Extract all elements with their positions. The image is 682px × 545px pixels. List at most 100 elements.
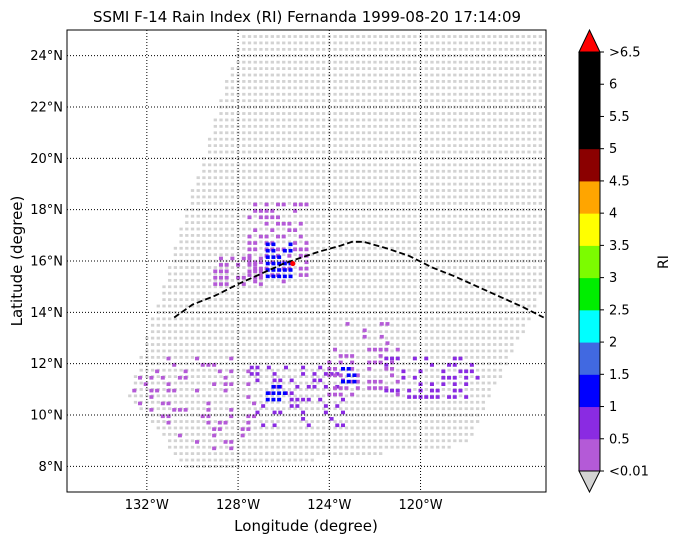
swath-pixel [310, 80, 314, 83]
rain-pixel [327, 360, 332, 365]
swath-pixel [390, 208, 394, 212]
swath-pixel [168, 304, 172, 308]
swath-pixel [247, 73, 252, 77]
swath-pixel [447, 349, 451, 353]
swath-pixel [196, 246, 200, 250]
swath-pixel [527, 73, 531, 77]
rain-pixel [447, 375, 452, 380]
swath-pixel [207, 227, 212, 231]
rain-pixel [281, 202, 286, 207]
swath-pixel [424, 169, 428, 173]
swath-pixel [310, 105, 314, 109]
rain-pixel [149, 388, 154, 393]
swath-pixel [373, 150, 377, 154]
rain-pixel [275, 215, 280, 220]
swath-pixel [310, 452, 314, 455]
rain-pixel [340, 397, 345, 402]
swath-pixel [139, 407, 143, 411]
swath-pixel [521, 317, 525, 321]
swath-pixel [487, 169, 491, 173]
swath-pixel [350, 144, 354, 147]
rain-cluster-center-blue-spot [265, 384, 287, 402]
swath-pixel [373, 336, 377, 340]
swath-pixel [287, 426, 292, 430]
swath-pixel [350, 169, 354, 173]
swath-pixel [179, 227, 183, 231]
swath-pixel [458, 124, 463, 128]
swath-pixel [304, 214, 309, 218]
swath-pixel [498, 368, 503, 372]
swath-pixel [339, 439, 343, 443]
swath-pixel [299, 99, 303, 103]
swath-pixel [316, 240, 320, 244]
swath-pixel [470, 240, 474, 244]
swath-pixel [504, 176, 508, 180]
swath-pixel [481, 105, 485, 109]
swath-pixel [350, 92, 354, 96]
swath-pixel [441, 311, 446, 314]
swath-pixel [396, 298, 400, 301]
swath-pixel [361, 195, 366, 199]
swath-pixel [276, 362, 280, 366]
swath-pixel [316, 105, 320, 109]
swath-pixel [413, 304, 417, 308]
swath-pixel [293, 458, 297, 462]
swath-pixel [430, 323, 434, 327]
colorbar-segment [579, 277, 600, 311]
swath-pixel [481, 124, 485, 128]
swath-pixel [190, 458, 195, 462]
swath-pixel [270, 195, 274, 199]
swath-pixel [453, 131, 457, 135]
swath-pixel [447, 388, 451, 391]
swath-pixel [270, 388, 274, 391]
swath-pixel [441, 388, 446, 391]
swath-pixel [418, 157, 423, 160]
swath-pixel [413, 234, 417, 237]
swath-pixel [475, 381, 480, 385]
swath-pixel [373, 445, 377, 449]
swath-pixel [401, 420, 406, 423]
swath-pixel [316, 413, 320, 417]
swath-pixel [441, 432, 446, 436]
swath-pixel [373, 253, 377, 257]
swath-pixel [230, 86, 235, 90]
swath-pixel [333, 92, 337, 96]
swath-pixel [299, 381, 303, 385]
swath-pixel [322, 317, 326, 321]
swath-pixel [282, 355, 286, 359]
rain-pixel [384, 363, 389, 367]
swath-pixel [441, 394, 446, 398]
swath-pixel [299, 426, 303, 430]
swath-pixel [464, 99, 468, 103]
rain-pixel [379, 334, 384, 339]
swath-pixel [418, 349, 423, 353]
rain-pixel [475, 375, 480, 380]
swath-pixel [475, 420, 480, 423]
swath-pixel [498, 349, 503, 353]
swath-pixel [418, 163, 423, 167]
swath-pixel [333, 105, 337, 109]
swath-pixel [293, 432, 297, 436]
swath-pixel [436, 278, 440, 282]
swath-pixel [276, 311, 280, 314]
swath-pixel [493, 80, 497, 83]
rain-pixel [293, 241, 298, 245]
swath-pixel [418, 375, 423, 378]
swath-pixel [327, 99, 332, 103]
swath-pixel [379, 35, 383, 38]
swath-pixel [293, 304, 297, 308]
rain-pixel [258, 275, 263, 280]
swath-pixel [299, 285, 303, 289]
swath-pixel [310, 253, 314, 257]
swath-pixel [464, 150, 468, 154]
swath-pixel [304, 445, 309, 449]
swath-pixel [344, 285, 349, 289]
swath-pixel [247, 118, 252, 122]
swath-pixel [316, 420, 320, 423]
swath-pixel [436, 298, 440, 301]
swath-pixel [230, 323, 235, 327]
swath-pixel [350, 118, 354, 122]
rain-pixel [372, 360, 377, 365]
swath-pixel [453, 227, 457, 231]
swath-pixel [213, 227, 217, 231]
